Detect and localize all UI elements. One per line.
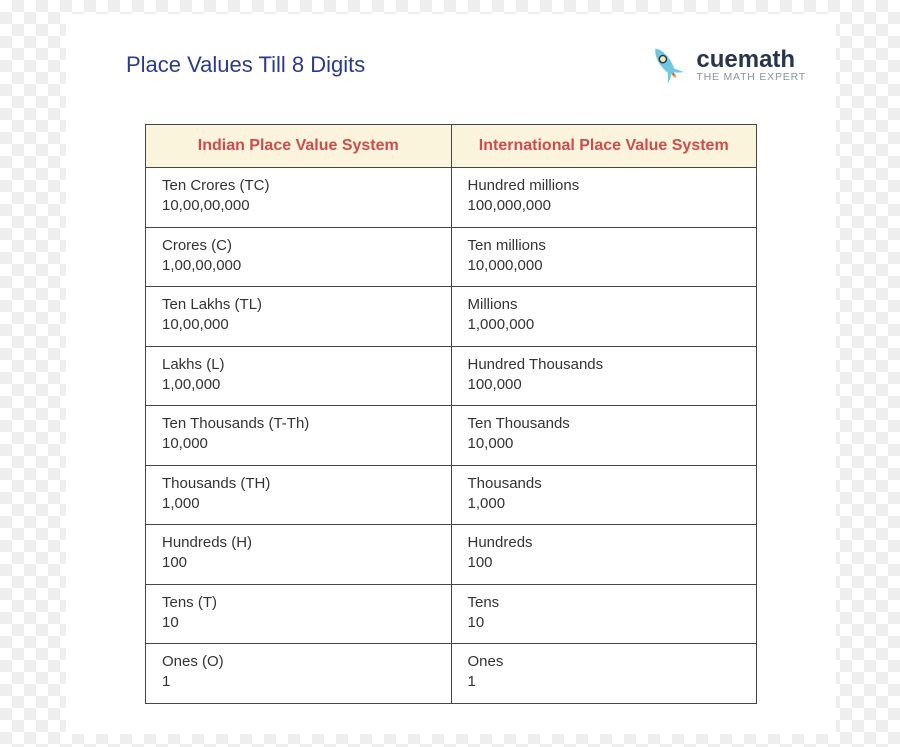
col-header-indian: Indian Place Value System	[146, 125, 452, 168]
indian-label: Ten Crores (TC)	[162, 176, 439, 196]
intl-value: 1,000	[468, 494, 745, 514]
indian-cell: Thousands (TH)1,000	[146, 465, 452, 525]
indian-cell: Lakhs (L)1,00,000	[146, 346, 452, 406]
intl-cell: Ten Thousands10,000	[451, 406, 757, 466]
rocket-icon	[644, 42, 690, 88]
indian-value: 10,00,000	[162, 315, 439, 335]
indian-value: 1,000	[162, 494, 439, 514]
intl-cell: Thousands1,000	[451, 465, 757, 525]
page-title: Place Values Till 8 Digits	[126, 52, 365, 78]
intl-value: 100,000	[468, 375, 745, 395]
intl-value: 1,000,000	[468, 315, 745, 335]
intl-label: Millions	[468, 295, 745, 315]
indian-value: 10	[162, 613, 439, 633]
intl-cell: Tens10	[451, 584, 757, 644]
table-row: Hundreds (H)100Hundreds100	[146, 525, 757, 585]
indian-label: Ones (O)	[162, 652, 439, 672]
brand-logo: cuemath THE MATH EXPERT	[644, 42, 806, 88]
indian-cell: Ten Lakhs (TL)10,00,000	[146, 287, 452, 347]
indian-label: Lakhs (L)	[162, 355, 439, 375]
indian-value: 10,00,00,000	[162, 196, 439, 216]
indian-cell: Hundreds (H)100	[146, 525, 452, 585]
intl-cell: Millions1,000,000	[451, 287, 757, 347]
table-row: Ten Thousands (T-Th)10,000Ten Thousands1…	[146, 406, 757, 466]
indian-value: 10,000	[162, 434, 439, 454]
intl-label: Thousands	[468, 474, 745, 494]
indian-label: Ten Thousands (T-Th)	[162, 414, 439, 434]
table-container: Indian Place Value System International …	[66, 124, 836, 704]
table-header-row: Indian Place Value System International …	[146, 125, 757, 168]
indian-label: Ten Lakhs (TL)	[162, 295, 439, 315]
header-bar: Place Values Till 8 Digits cuemath THE M…	[66, 14, 836, 98]
intl-cell: Hundred millions100,000,000	[451, 168, 757, 228]
indian-value: 100	[162, 553, 439, 573]
intl-cell: Hundred Thousands100,000	[451, 346, 757, 406]
intl-value: 10,000,000	[468, 256, 745, 276]
intl-label: Tens	[468, 593, 745, 613]
intl-label: Ten millions	[468, 236, 745, 256]
intl-label: Hundred Thousands	[468, 355, 745, 375]
intl-label: Ten Thousands	[468, 414, 745, 434]
intl-cell: Ten millions10,000,000	[451, 227, 757, 287]
table-row: Crores (C)1,00,00,000Ten millions10,000,…	[146, 227, 757, 287]
intl-cell: Hundreds100	[451, 525, 757, 585]
brand-name: cuemath	[696, 47, 806, 72]
indian-value: 1,00,000	[162, 375, 439, 395]
indian-value: 1,00,00,000	[162, 256, 439, 276]
indian-cell: Tens (T)10	[146, 584, 452, 644]
intl-value: 1	[468, 672, 745, 692]
indian-value: 1	[162, 672, 439, 692]
page-canvas: Place Values Till 8 Digits cuemath THE M…	[66, 14, 836, 734]
brand-text: cuemath THE MATH EXPERT	[696, 47, 806, 83]
intl-label: Hundred millions	[468, 176, 745, 196]
table-row: Ten Crores (TC)10,00,00,000Hundred milli…	[146, 168, 757, 228]
place-value-table: Indian Place Value System International …	[145, 124, 757, 704]
intl-label: Ones	[468, 652, 745, 672]
indian-label: Crores (C)	[162, 236, 439, 256]
indian-cell: Crores (C)1,00,00,000	[146, 227, 452, 287]
table-row: Lakhs (L)1,00,000Hundred Thousands100,00…	[146, 346, 757, 406]
intl-value: 10,000	[468, 434, 745, 454]
col-header-intl: International Place Value System	[451, 125, 757, 168]
table-row: Ten Lakhs (TL)10,00,000Millions1,000,000	[146, 287, 757, 347]
brand-tagline: THE MATH EXPERT	[696, 72, 806, 83]
table-row: Ones (O)1Ones1	[146, 644, 757, 704]
indian-cell: Ten Thousands (T-Th)10,000	[146, 406, 452, 466]
intl-label: Hundreds	[468, 533, 745, 553]
indian-label: Thousands (TH)	[162, 474, 439, 494]
indian-cell: Ten Crores (TC)10,00,00,000	[146, 168, 452, 228]
indian-label: Tens (T)	[162, 593, 439, 613]
indian-cell: Ones (O)1	[146, 644, 452, 704]
table-row: Tens (T)10Tens10	[146, 584, 757, 644]
indian-label: Hundreds (H)	[162, 533, 439, 553]
intl-value: 100	[468, 553, 745, 573]
intl-value: 100,000,000	[468, 196, 745, 216]
table-row: Thousands (TH)1,000Thousands1,000	[146, 465, 757, 525]
intl-cell: Ones1	[451, 644, 757, 704]
intl-value: 10	[468, 613, 745, 633]
